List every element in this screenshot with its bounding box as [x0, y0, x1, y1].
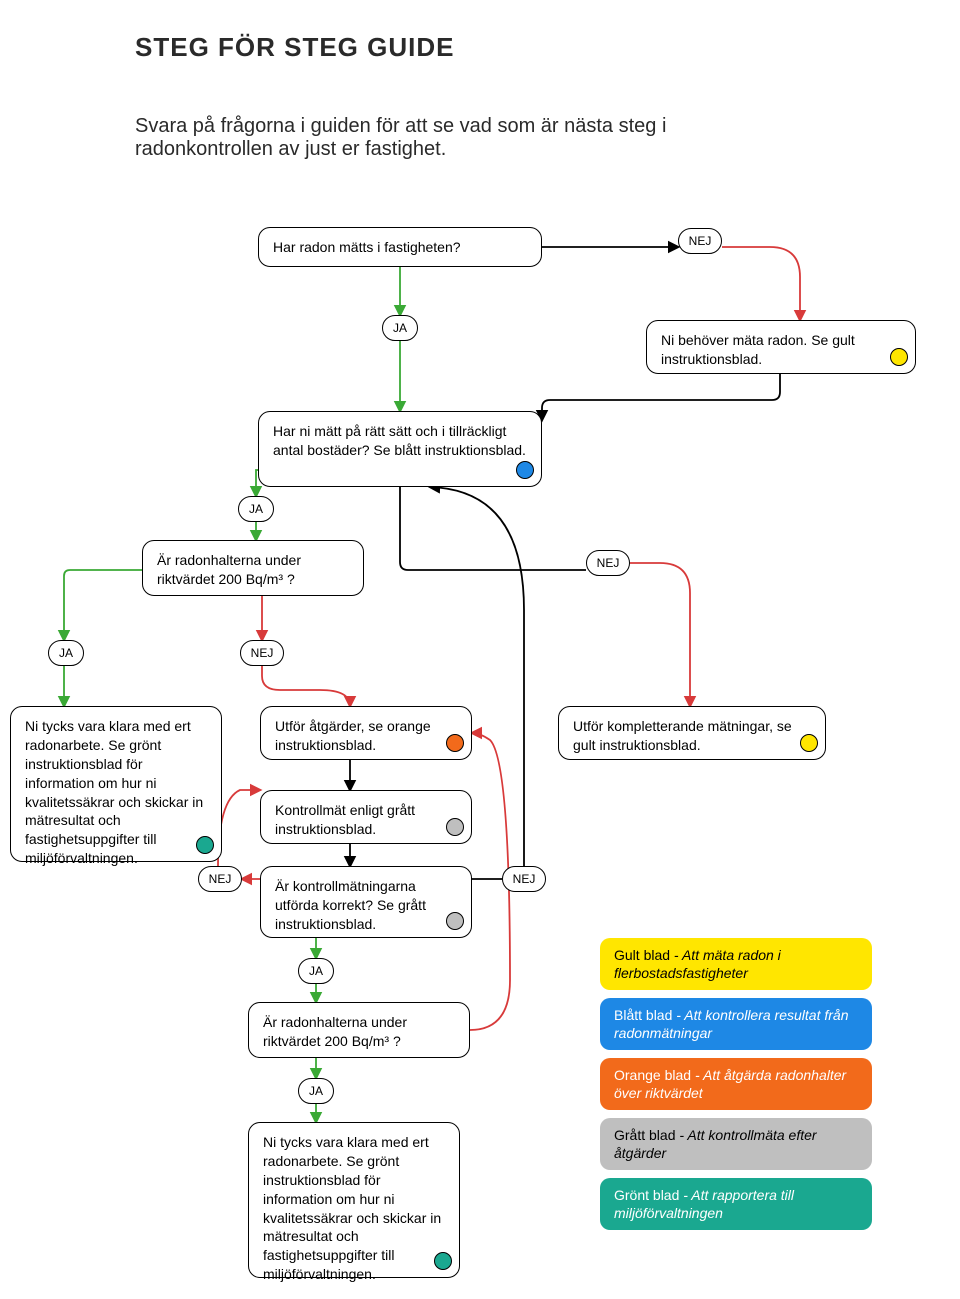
node-ja3: JA: [48, 640, 84, 666]
dot-teal-icon: [434, 1252, 452, 1270]
node-nej1: NEJ: [678, 228, 722, 254]
edge: [400, 487, 586, 570]
node-q3: Är radonhalterna under riktvärdet 200 Bq…: [142, 540, 364, 596]
dot-teal-icon: [196, 836, 214, 854]
legend-item: Gult blad - Att mäta radon i flerbostads…: [600, 938, 872, 990]
legend-item: Blått blad - Att kontrollera resultat fr…: [600, 998, 872, 1050]
node-q2: Har ni mätt på rätt sätt och i tillräckl…: [258, 411, 542, 487]
legend-item: Grått blad - Att kontrollmäta efter åtgä…: [600, 1118, 872, 1170]
edge: [722, 247, 800, 320]
dot-orange-icon: [446, 734, 464, 752]
node-r_yellow2: Utför kompletterande mätningar, se gult …: [558, 706, 826, 760]
node-nej6: NEJ: [502, 866, 546, 892]
node-r_green2: Ni tycks vara klara med ert radonarbete.…: [248, 1122, 460, 1278]
edge: [218, 790, 260, 866]
node-q4: Är kontrollmätningarna utförda korrekt? …: [260, 866, 472, 938]
node-nej5: NEJ: [198, 866, 242, 892]
node-q5: Är radonhalterna under riktvärdet 200 Bq…: [248, 1002, 470, 1058]
legend-item: Orange blad - Att åtgärda radonhalter öv…: [600, 1058, 872, 1110]
edge: [542, 374, 780, 420]
legend-bold: Orange blad: [614, 1067, 691, 1083]
dot-grey-icon: [446, 912, 464, 930]
legend-bold: Blått blad: [614, 1007, 672, 1023]
node-q1: Har radon mätts i fastigheten?: [258, 227, 542, 267]
dot-grey-icon: [446, 818, 464, 836]
flowchart-canvas: STEG FÖR STEG GUIDE Svara på frågorna i g…: [0, 0, 960, 1299]
dot-blue-icon: [516, 461, 534, 479]
node-ja2: JA: [238, 496, 274, 522]
node-r_yellow: Ni behöver mäta radon. Se gult instrukti…: [646, 320, 916, 374]
node-ja1: JA: [382, 315, 418, 341]
legend-item: Grönt blad - Att rapportera till miljöfö…: [600, 1178, 872, 1230]
node-r_orange: Utför åtgärder, se orange instruktionsbl…: [260, 706, 472, 760]
node-r_green1: Ni tycks vara klara med ert radonarbete.…: [10, 706, 222, 862]
edge: [262, 666, 350, 706]
node-nej4: NEJ: [240, 640, 284, 666]
dot-yellow-icon: [890, 348, 908, 366]
edge: [64, 570, 142, 640]
intro-text: Svara på frågorna i guiden för att se va…: [135, 115, 695, 161]
dot-yellow-icon: [800, 734, 818, 752]
legend-bold: Grönt blad: [614, 1187, 679, 1203]
node-r_grey1: Kontrollmät enligt grått instruktionsbla…: [260, 790, 472, 844]
edge: [630, 563, 690, 706]
page-title: STEG FÖR STEG GUIDE: [135, 32, 454, 63]
legend-bold: Gult blad: [614, 947, 670, 963]
node-ja5: JA: [298, 1078, 334, 1104]
node-ja4: JA: [298, 958, 334, 984]
legend-bold: Grått blad: [614, 1127, 675, 1143]
node-nej3: NEJ: [586, 550, 630, 576]
